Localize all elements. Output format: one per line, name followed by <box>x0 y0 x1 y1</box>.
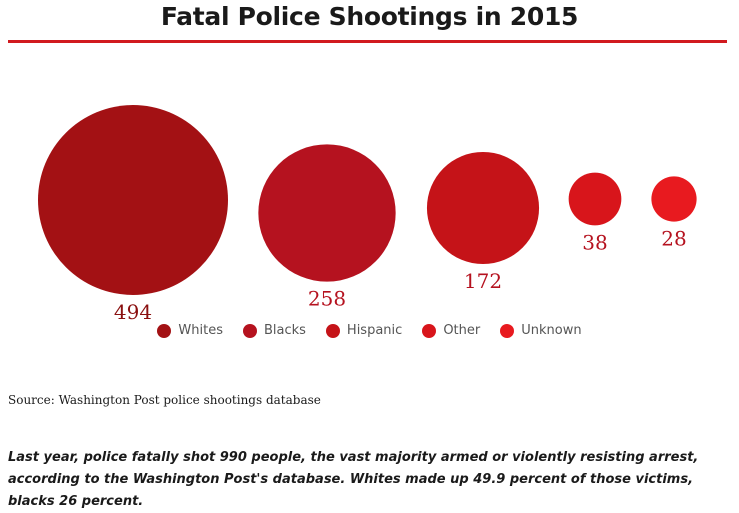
title-divider <box>8 40 727 43</box>
value-label-hispanic: 172 <box>464 269 502 293</box>
legend-swatch <box>325 323 340 338</box>
legend-item-other: Other <box>422 323 480 338</box>
legend-swatch <box>157 323 172 338</box>
bubble-whites <box>38 105 228 295</box>
legend-swatch <box>422 323 437 338</box>
legend-item-whites: Whites <box>157 323 223 338</box>
chart-legend: Whites Blacks Hispanic Other Unknown <box>0 323 739 338</box>
legend-label: Blacks <box>263 323 306 338</box>
bubble-chart: 494 258 172 38 28 <box>38 105 697 324</box>
legend-label: Whites <box>178 323 223 338</box>
bubble-hispanic <box>426 151 540 265</box>
bubble-blacks <box>258 144 396 282</box>
chart-title: Fatal Police Shootings in 2015 <box>160 2 579 31</box>
legend-swatch <box>500 323 515 338</box>
legend-item-hispanic: Hispanic <box>325 323 403 338</box>
value-label-unknown: 28 <box>661 227 686 251</box>
value-label-whites: 494 <box>114 300 152 324</box>
legend-swatch <box>242 323 257 338</box>
legend-label: Hispanic <box>346 323 403 338</box>
bubble-other <box>568 172 622 226</box>
legend-label: Unknown <box>521 323 582 338</box>
caption-text: Last year, police fatally shot 990 peopl… <box>8 450 699 509</box>
source-note: Source: Washington Post police shootings… <box>8 393 321 407</box>
value-label-blacks: 258 <box>308 287 346 311</box>
legend-item-unknown: Unknown <box>500 323 582 338</box>
bubble-unknown <box>651 176 697 222</box>
value-label-other: 38 <box>582 230 607 254</box>
legend-label: Other <box>443 323 481 338</box>
legend-item-blacks: Blacks <box>242 323 306 338</box>
